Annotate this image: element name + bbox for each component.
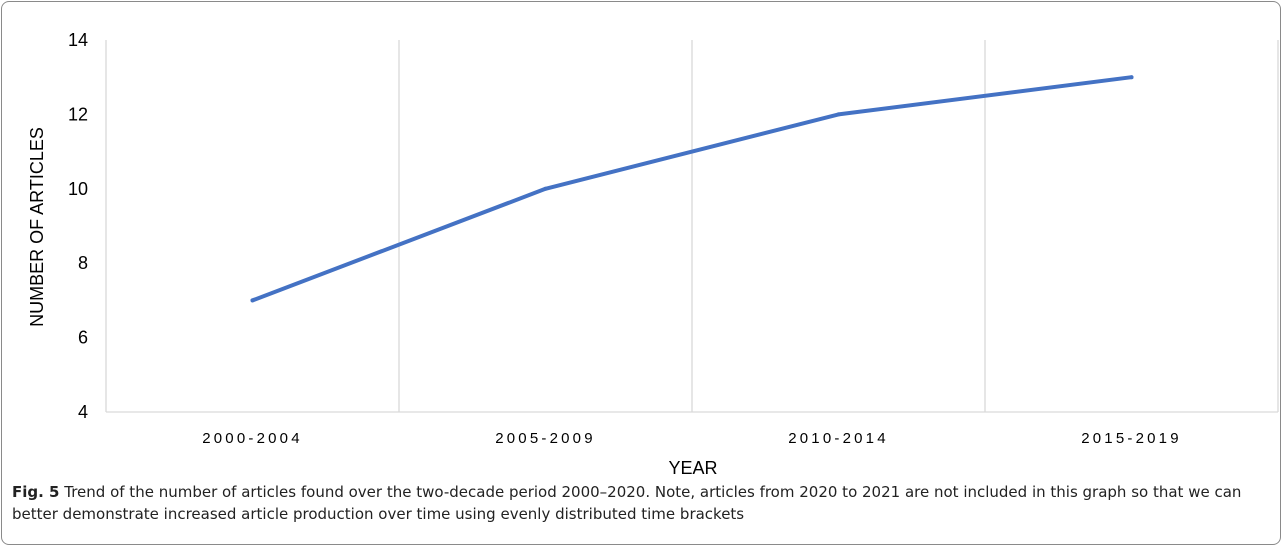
- y-tick-labels: 4 6 8 10 12 14: [68, 30, 88, 422]
- caption-text: Trend of the number of articles found ov…: [12, 483, 1242, 523]
- series-group: [250, 75, 1134, 303]
- y-tick-label: 14: [68, 30, 88, 50]
- y-tick-label: 8: [78, 253, 88, 273]
- data-point: [1129, 75, 1134, 80]
- data-point: [836, 112, 841, 117]
- figure-caption: Fig. 5 Trend of the number of articles f…: [12, 481, 1272, 525]
- data-point: [250, 298, 255, 303]
- caption-label: Fig. 5: [12, 483, 60, 501]
- data-point: [543, 186, 548, 191]
- grid-lines: [105, 40, 1279, 412]
- x-tick-label: 2015-2019: [1081, 430, 1182, 447]
- y-tick-label: 6: [78, 328, 88, 348]
- x-axis-label: YEAR: [668, 458, 717, 478]
- x-tick-label: 2000-2004: [202, 430, 303, 447]
- x-tick-label: 2010-2014: [788, 430, 889, 447]
- y-tick-label: 4: [78, 402, 88, 422]
- series-line: [250, 75, 1134, 303]
- x-tick-labels: 2000-2004 2005-2009 2010-2014 2015-2019: [202, 430, 1182, 447]
- y-tick-label: 10: [68, 179, 88, 199]
- x-tick-label: 2005-2009: [495, 430, 596, 447]
- y-tick-label: 12: [68, 104, 88, 124]
- y-axis-label: NUMBER OF ARTICLES: [27, 127, 47, 327]
- line-chart: 4 6 8 10 12 14 2000-2004 2005-2009 2010-2014 201…: [27, 30, 1279, 478]
